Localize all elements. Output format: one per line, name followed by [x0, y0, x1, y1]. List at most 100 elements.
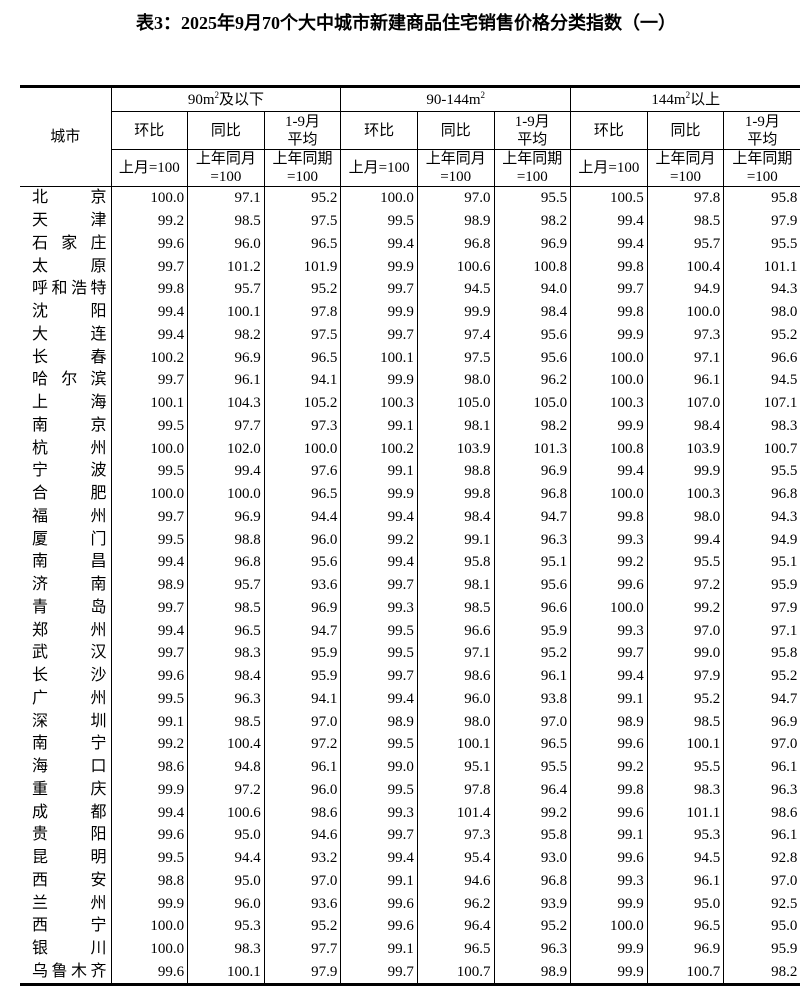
index-value: 96.1: [187, 369, 265, 392]
index-value: 96.9: [263, 596, 341, 620]
unit-label-line2: =100: [670, 169, 701, 185]
index-value: 97.9: [646, 664, 724, 688]
index-value: 99.4: [570, 460, 648, 483]
index-value: 100.0: [570, 915, 648, 938]
index-value: 99.2: [493, 801, 571, 824]
index-value: 99.6: [110, 960, 188, 987]
index-value: 99.7: [340, 278, 418, 301]
index-value: 94.3: [723, 505, 801, 529]
index-value: 97.9: [263, 960, 341, 987]
index-value: 99.0: [646, 642, 724, 665]
index-value: 95.2: [493, 642, 571, 665]
city-name: 南宁: [32, 735, 107, 753]
index-value: 99.1: [340, 869, 418, 893]
table-row: 海口 98.6 94.8 96.1 99.0 95.1 95.5 99.2 95.5 96.1: [20, 755, 801, 779]
index-value: 96.1: [646, 369, 724, 392]
city-name: 重庆: [32, 780, 107, 798]
table-row: 贵阳 99.6 95.0 94.6 99.7 97.3 95.8 99.1 95.3 96.1: [20, 824, 801, 847]
index-value: 92.8: [723, 846, 801, 870]
city-name: 乌鲁木齐: [20, 960, 111, 987]
index-value: 100.4: [187, 733, 265, 756]
index-value: 100.7: [646, 960, 724, 987]
index-value: 95.6: [493, 323, 571, 347]
index-value: 105.0: [493, 391, 571, 415]
index-value: 96.0: [187, 892, 265, 915]
table-row: 沈阳 99.4 100.1 97.8 99.9 99.9 98.4 99.8 100.0 98.0: [20, 300, 801, 324]
index-value: 96.4: [416, 915, 494, 938]
index-value: 97.1: [187, 186, 265, 210]
base-unit-header: 上月=100: [111, 149, 189, 187]
index-value: 99.5: [110, 528, 188, 551]
index-value: 101.3: [493, 437, 571, 460]
index-value: 99.4: [570, 232, 648, 256]
index-value: 100.0: [570, 369, 648, 392]
index-value: 98.6: [416, 664, 494, 688]
unit-label-line2: =100: [746, 169, 778, 185]
index-value: 98.3: [723, 414, 801, 438]
base-unit-header: 上月=100: [340, 149, 418, 187]
table-row: 深圳 99.1 98.5 97.0 98.9 98.0 97.0 98.9 98.5 96.9: [20, 710, 801, 733]
index-value: 98.5: [646, 209, 724, 233]
unit-label-line2: =100: [440, 169, 472, 185]
index-value: 96.9: [187, 505, 265, 529]
index-value: 99.5: [110, 687, 188, 711]
index-value: 97.0: [263, 869, 341, 893]
index-value: 97.5: [263, 209, 341, 233]
metric-header: 同比: [416, 111, 495, 150]
index-value: 96.1: [646, 869, 724, 893]
index-value: 95.8: [723, 642, 801, 665]
group-sup: 2: [685, 89, 691, 100]
index-value: 97.7: [263, 937, 341, 961]
index-value: 99.4: [110, 300, 188, 324]
city-name: 海口: [32, 758, 107, 776]
table-header: 城市 90m2及以下 90-144m2 144m2以上 环比 同比 1-9月平均 环比 同比…: [20, 85, 801, 187]
city-name: 厦门: [32, 530, 107, 548]
index-value: 94.4: [263, 505, 341, 529]
index-value: 95.2: [263, 278, 341, 301]
city-name: 宁波: [32, 462, 107, 480]
index-value: 99.4: [570, 209, 648, 233]
index-value: 100.0: [187, 482, 265, 506]
index-value: 97.6: [263, 460, 341, 483]
index-value: 95.9: [263, 642, 341, 665]
index-value: 94.6: [416, 869, 494, 893]
metric-label: 同比: [440, 122, 471, 139]
city-name: 沈阳: [32, 303, 107, 321]
index-value: 99.9: [340, 300, 418, 324]
index-value: 94.9: [723, 528, 801, 551]
index-value: 99.3: [340, 596, 418, 620]
index-value: 97.4: [416, 323, 494, 347]
index-value: 93.9: [493, 892, 571, 915]
index-value: 99.5: [110, 846, 188, 870]
unit-label: 上月=100: [118, 160, 180, 176]
base-unit-header: 上年同月 =100: [646, 149, 725, 187]
index-value: 97.1: [646, 346, 724, 369]
index-value: 95.0: [723, 915, 801, 938]
unit-label-line2: =100: [287, 169, 318, 185]
index-value: 100.0: [110, 437, 188, 460]
index-value: 97.2: [646, 573, 724, 597]
table-row: 哈尔滨 99.7 96.1 94.1 99.9 98.0 96.2 100.0 96.1 94.5: [20, 369, 801, 392]
table-row: 西宁 100.0 95.3 95.2 99.6 96.4 95.2 100.0 96.5 95.0: [20, 915, 801, 938]
index-value: 93.6: [263, 892, 341, 915]
index-value: 100.7: [416, 960, 494, 987]
index-value: 98.0: [416, 369, 494, 392]
index-value: 98.6: [110, 755, 188, 779]
index-value: 99.4: [570, 664, 648, 688]
size-group-header: 90m2及以下: [110, 85, 342, 112]
index-value: 99.1: [340, 937, 418, 961]
index-value: 95.2: [723, 323, 801, 347]
city-name: 合肥: [32, 485, 107, 503]
index-value: 99.7: [110, 596, 188, 620]
index-value: 98.4: [187, 664, 265, 688]
index-value: 96.0: [263, 778, 341, 802]
index-value: 99.2: [340, 528, 418, 551]
index-value: 96.8: [493, 482, 571, 506]
index-value: 99.5: [340, 209, 418, 233]
index-value: 95.5: [723, 232, 801, 256]
table-row: 大连 99.4 98.2 97.5 99.7 97.4 95.6 99.9 97.3 95.2: [20, 323, 801, 347]
index-value: 97.8: [263, 300, 341, 324]
index-value: 99.7: [340, 323, 418, 347]
index-value: 99.7: [340, 824, 418, 847]
city-name: 武汉: [32, 644, 107, 662]
